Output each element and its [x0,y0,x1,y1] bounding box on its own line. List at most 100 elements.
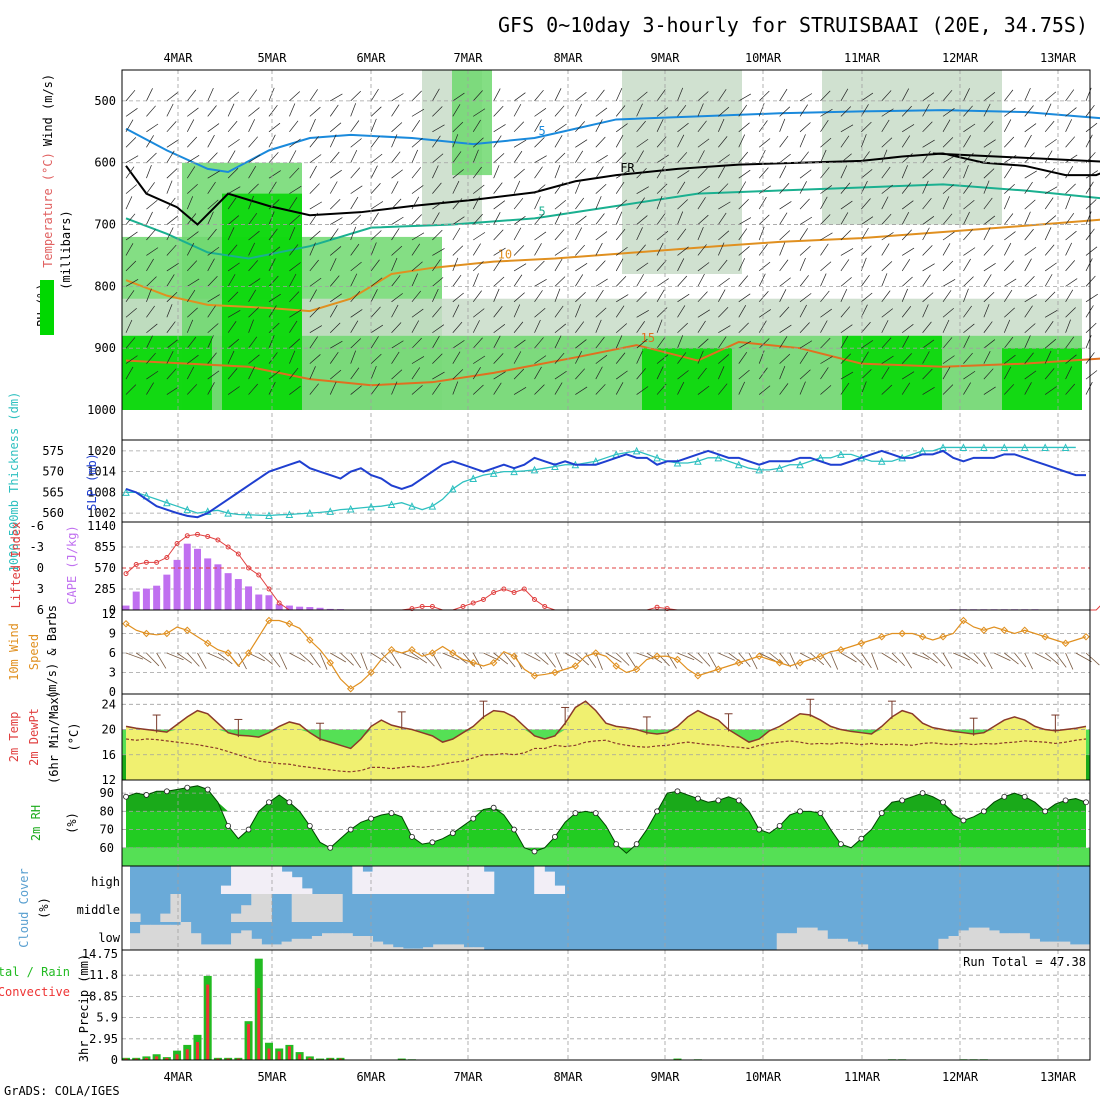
wind-barb [758,167,769,179]
wind-barb [901,135,911,148]
wind-barb [1065,195,1071,210]
cape-bar [316,607,324,610]
wind10m-point [285,620,294,628]
wind-barb [432,277,444,287]
wind10m-barb [207,652,225,661]
precip-conv-bar [277,1051,281,1060]
wind-barb [901,165,908,179]
wind-barb [595,289,604,303]
date-label-bottom: 8MAR [554,1070,584,1084]
wind-barb [227,227,235,241]
wind-barb [1085,293,1098,303]
wind10m-tick: 3 [109,666,116,680]
cloud-cell [322,933,333,950]
rh-point [490,804,497,811]
wind-barb [432,135,441,148]
wind-barb [391,293,403,303]
wind-barb [983,168,995,179]
wind-barb [350,185,363,194]
rh-point [1001,793,1008,800]
wind-barb [779,153,791,164]
wind-barb [963,305,972,318]
wind-barb [329,258,337,272]
wind-barb [922,274,931,287]
wind-barb [289,309,302,318]
wind-barb [595,319,602,333]
wind-barb [370,201,384,210]
wind-barb [677,228,687,241]
wind-barb [963,288,969,302]
wind-barb [391,104,400,117]
wind-barb [513,150,523,163]
wind-barb [186,366,195,380]
wind10m-barb [330,652,347,663]
cloud-cell [1029,938,1040,950]
wind-barb [1024,152,1035,163]
wind-barb [391,181,399,194]
wind-barb [1044,197,1054,210]
wind-barb [350,90,361,102]
wind-barb [636,215,648,225]
wind-barb [922,304,929,318]
wind-barb [513,321,524,333]
wind-barb [575,168,586,179]
wind10m-point [428,649,437,657]
wind-barb [840,248,854,256]
wind-barb [473,232,486,241]
thickness-point [469,474,478,483]
wind-barb [861,151,870,163]
wind10m-point [796,659,804,667]
cloud-cell [473,866,485,894]
wind-barb [452,381,459,395]
wind-barb [411,120,421,133]
cloud-cell [453,944,464,950]
wind-barb [1044,103,1052,117]
wind-barb [820,337,831,349]
lifted-index-point [266,586,272,592]
wind-barb [330,217,343,225]
wind-barb [207,276,218,287]
cape-tick: 570 [94,561,116,575]
wind-barb [554,105,565,117]
thickness-point [1020,443,1029,451]
wind-barb [411,167,422,179]
thickness-point [734,460,743,469]
wind-barb [329,381,337,395]
wind-barb [248,154,261,164]
wind-barb [758,291,769,303]
precip-tick: 14.75 [82,947,118,961]
wind-barb [554,323,567,333]
rh-band-low [122,847,1090,866]
wind-barb [452,92,465,102]
rh-point [225,823,232,829]
wind-barb [493,105,504,117]
wind-barb [718,259,728,272]
wind-barb [677,104,687,117]
wind10m-point [346,685,355,693]
rh-point [1062,797,1069,804]
wind-barb [799,293,812,303]
cape-bar [142,588,150,610]
wind10m-barb [595,652,603,670]
rh-point [327,844,334,851]
wind-barb [799,93,813,102]
wind-barb [166,197,176,210]
date-label-top: 5MAR [258,51,288,65]
wind-barb [616,294,629,303]
wind-barb [738,369,750,380]
cloud-cell [463,866,475,894]
wind10m-point [326,659,334,667]
ua-temp-label: Temperature (°C) [41,152,55,268]
wind-barb [227,91,240,102]
wind10m-point [1000,626,1009,634]
thickness-point [346,504,355,513]
wind-barb [799,245,811,256]
wind-barb [554,335,562,349]
wind10m-point [918,633,927,641]
wind-barb [983,262,996,272]
wind-barb [534,366,542,380]
thickness-point [326,507,335,515]
wind-barb [901,105,912,117]
rh-tick: 70 [100,823,114,837]
